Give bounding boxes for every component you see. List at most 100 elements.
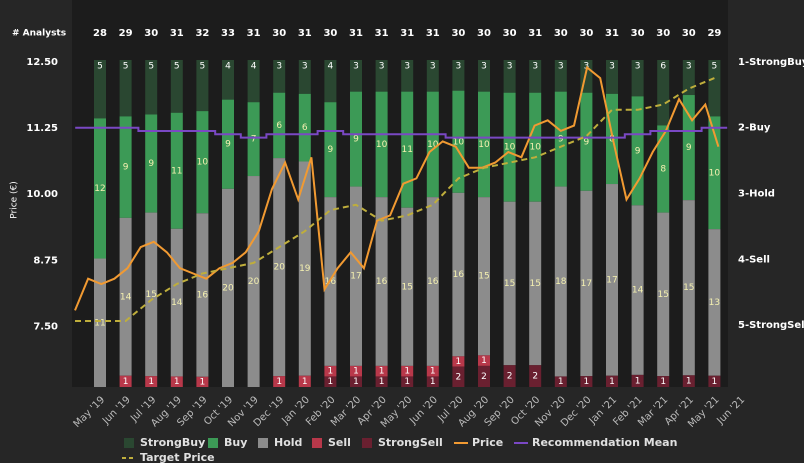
legend-label: Hold: [274, 436, 302, 449]
bar-segment: [452, 192, 465, 357]
y2-tick-label: 1-StrongBuy: [738, 57, 804, 68]
bar-label: 14: [120, 292, 132, 302]
bar-segment: [222, 99, 234, 189]
analyst-count: 30: [631, 28, 645, 39]
bar-segment: [529, 92, 542, 202]
bar-segment: [503, 201, 516, 366]
bar-segment: [222, 188, 234, 387]
analyst-count: 30: [144, 28, 158, 39]
analyst-count: 30: [272, 28, 286, 39]
bar-label: 16: [427, 277, 439, 287]
bar-label: 1: [148, 377, 154, 387]
bar-label: 1: [379, 377, 385, 387]
bar-label: 1: [456, 357, 462, 367]
bar-label: 3: [430, 62, 436, 72]
bar-label: 9: [225, 140, 231, 150]
bar-segment: [247, 176, 260, 387]
bar-segment: [375, 91, 388, 198]
bar-label: 10: [197, 158, 209, 168]
bar-segment: [324, 102, 337, 198]
bar-segment: [657, 60, 670, 126]
bar-label: 11: [401, 145, 412, 155]
bar-label: 3: [404, 62, 410, 72]
bar-segment: [375, 60, 388, 92]
bar-label: 1: [328, 367, 334, 377]
bar-segment: [375, 365, 388, 377]
bar-label: 3: [481, 62, 487, 72]
bar-segment: [452, 90, 465, 193]
y2-tick-label: 2-Buy: [738, 123, 771, 134]
bar-label: 17: [581, 279, 592, 289]
bar-segment: [222, 60, 234, 100]
bar-segment: [324, 376, 337, 387]
bar-segment: [529, 201, 542, 366]
bar-segment: [657, 212, 670, 377]
bar-label: 2: [456, 372, 462, 382]
bar-label: 18: [555, 277, 567, 287]
bar-label: 6: [302, 123, 308, 133]
analyst-count: 31: [170, 28, 184, 39]
bar-label: 1: [430, 367, 436, 377]
analyst-count: 31: [247, 28, 261, 39]
bar-segment: [145, 60, 158, 115]
bar-label: 12: [94, 184, 105, 194]
bar-segment: [298, 93, 311, 162]
series-line: [75, 77, 715, 322]
bar-segment: [580, 190, 593, 377]
bar-label: 10: [478, 140, 490, 150]
bar-segment: [606, 375, 618, 387]
bar-label: 9: [558, 135, 564, 145]
bar-label: 3: [379, 62, 385, 72]
bar-label: 3: [456, 62, 462, 72]
bar-segment: [401, 60, 414, 92]
series-line: [74, 65, 720, 311]
bar-segment: [324, 365, 337, 377]
y-tick-label: 11.25: [26, 123, 58, 134]
analyst-count: 30: [682, 28, 696, 39]
bar-segment: [452, 60, 465, 91]
bar-segment: [119, 375, 132, 387]
bar-segment: [554, 60, 567, 92]
bar-label: 4: [328, 62, 334, 72]
bar-segment: [273, 92, 286, 159]
bar-segment: [170, 376, 183, 387]
bar-label: 1: [302, 377, 308, 387]
bar-label: 15: [401, 282, 412, 292]
bar-segment: [657, 125, 670, 213]
bar-segment: [94, 258, 106, 387]
bar-label: 5: [148, 62, 154, 72]
bar-segment: [503, 92, 516, 202]
bar-label: 4: [251, 62, 257, 72]
bar-segment: [350, 376, 362, 387]
bar-segment: [145, 376, 158, 387]
bar-segment: [145, 114, 158, 213]
bar-label: 1: [660, 377, 666, 387]
bar-label: 16: [325, 277, 337, 287]
bar-label: 1: [404, 367, 410, 377]
legend-label: StrongSell: [378, 436, 443, 449]
bar-segment: [631, 205, 644, 375]
bar-label: 3: [507, 62, 513, 72]
analyst-count: 29: [707, 28, 721, 39]
bar-label: 5: [712, 62, 718, 72]
bar-segment: [119, 217, 132, 376]
bar-label: 5: [200, 62, 206, 72]
legend-swatch: [258, 438, 268, 448]
bar-label: 15: [504, 279, 515, 289]
analyst-count: 31: [528, 28, 542, 39]
bar-label: 5: [174, 62, 180, 72]
bar-label: 3: [609, 62, 615, 72]
bar-label: 1: [200, 377, 206, 387]
legend-swatch: [124, 438, 134, 448]
bar-segment: [580, 376, 593, 387]
bar-segment: [401, 376, 414, 387]
bar-label: 6: [276, 121, 282, 131]
bar-label: 15: [529, 279, 540, 289]
bar-segment: [145, 212, 158, 377]
bar-label: 3: [558, 62, 564, 72]
bar-label: 20: [273, 263, 285, 273]
bar-segment: [298, 161, 311, 376]
bar-label: 3: [635, 62, 641, 72]
bar-segment: [529, 60, 542, 93]
legend-swatch: [312, 438, 322, 448]
